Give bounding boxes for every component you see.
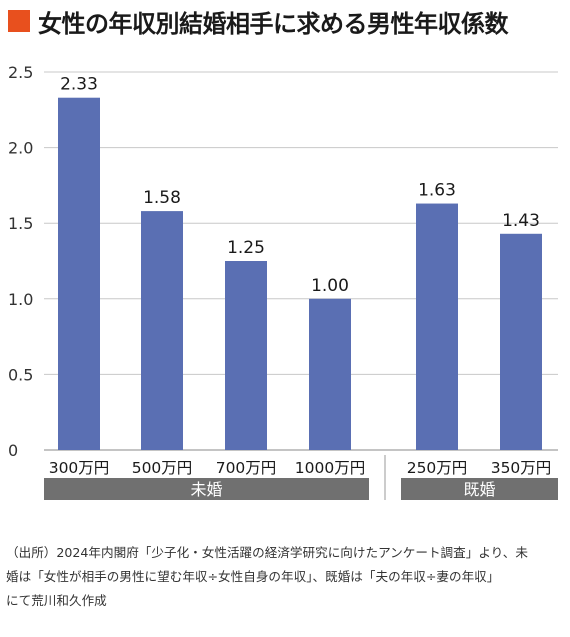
bar-0 <box>58 97 100 450</box>
group-band-1 <box>401 478 558 500</box>
title-accent-square <box>8 10 30 32</box>
source-footnote: （出所）2024年内閣府「少子化・女性活躍の経済学研究に向けたアンケート調査」よ… <box>6 545 528 608</box>
group-label-1: 既婚 <box>463 480 495 499</box>
y-tick-label-3: 1.5 <box>8 214 33 233</box>
x-tick-label-3: 1000万円 <box>295 459 365 477</box>
y-tick-label-2: 1.0 <box>8 290 33 309</box>
bar-3 <box>309 298 351 450</box>
data-label-5: 1.43 <box>502 211 540 231</box>
data-label-3: 1.00 <box>311 276 349 296</box>
group-label-0: 未婚 <box>190 480 222 499</box>
bar-2 <box>225 261 267 450</box>
data-label-0: 2.33 <box>60 75 98 95</box>
y-tick-label-5: 2.5 <box>8 63 33 82</box>
bar-1 <box>141 211 183 450</box>
y-tick-label-0: 0 <box>8 441 18 460</box>
data-label-4: 1.63 <box>418 181 456 201</box>
y-tick-label-4: 2.0 <box>8 139 33 158</box>
y-tick-label-1: 0.5 <box>8 365 33 384</box>
bar-5 <box>500 233 542 450</box>
group-band-0 <box>44 478 369 500</box>
bar-chart: 0 0.5 1.0 1.5 2.0 2.5 2.33 300万円 1.58 500万円 1.25 70… <box>8 63 558 500</box>
chart-title: 女性の年収別結婚相手に求める男性年収係数 <box>38 9 509 38</box>
bar-4 <box>416 203 458 450</box>
x-tick-label-5: 350万円 <box>491 459 552 477</box>
x-tick-label-4: 250万円 <box>407 459 468 477</box>
x-tick-label-1: 500万円 <box>132 459 193 477</box>
chart-title-row: 女性の年収別結婚相手に求める男性年収係数 <box>8 6 509 38</box>
data-label-1: 1.58 <box>143 188 181 208</box>
data-label-2: 1.25 <box>227 238 265 258</box>
x-tick-label-0: 300万円 <box>49 459 110 477</box>
x-tick-label-2: 700万円 <box>216 459 277 477</box>
